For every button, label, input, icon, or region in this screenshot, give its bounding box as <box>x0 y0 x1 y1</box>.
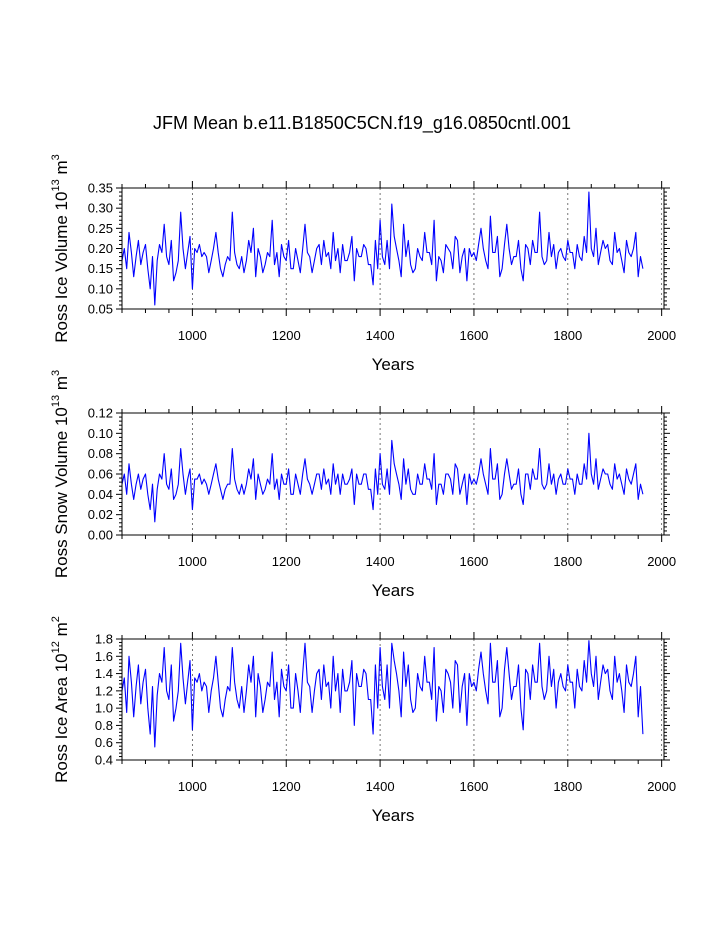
x-tick-label: 1800 <box>553 779 582 794</box>
x-tick-label: 1000 <box>178 328 207 343</box>
x-axis-title: Years <box>372 581 415 600</box>
y-tick-label: 1.0 <box>95 701 113 716</box>
series-line-ice-area <box>121 640 644 748</box>
y-tick-label: 0.35 <box>88 181 113 196</box>
x-tick-label: 1800 <box>553 328 582 343</box>
y-tick-label: 0.10 <box>88 281 113 296</box>
x-tick-label: 1600 <box>459 554 488 569</box>
x-tick-label: 1800 <box>553 554 582 569</box>
x-tick-label: 1600 <box>459 328 488 343</box>
y-axis-title-main: Ross Ice Area 10 <box>52 653 71 782</box>
y-axis-title-unit: m <box>52 160 71 179</box>
plot-frame-ice-area <box>121 638 665 761</box>
y-axis-title: Ross Ice Area 1012 m2 <box>50 616 71 783</box>
chart-title: JFM Mean b.e11.B1850C5CN.f19_g16.0850cnt… <box>153 113 571 134</box>
y-tick-label: 1.6 <box>95 649 113 664</box>
y-tick-label: 1.2 <box>95 683 113 698</box>
x-tick-label: 1400 <box>366 328 395 343</box>
y-axis-title-main: Ross Snow Volume 10 <box>52 407 71 578</box>
y-tick-label: 0.4 <box>95 753 113 768</box>
y-tick-label: 0.6 <box>95 735 113 750</box>
y-tick-label: 0.15 <box>88 261 113 276</box>
y-axis-title-main: Ross Ice Volume 10 <box>52 192 71 343</box>
y-tick-label: 0.02 <box>88 507 113 522</box>
y-axis-title-unit-exponent: 2 <box>50 616 62 622</box>
y-tick-label: 0.04 <box>88 487 113 502</box>
panel-ice-area: 1000 1200 1400 1600 1800 2000 0.4 0.6 0.8 1.0 1.2 1… <box>50 616 676 825</box>
y-tick-label: 0.30 <box>88 201 113 216</box>
y-axis-title-unit-exponent: 3 <box>50 370 62 376</box>
x-tick-label: 2000 <box>647 779 676 794</box>
x-tick-label: 2000 <box>647 554 676 569</box>
y-axis-title-unit-exponent: 3 <box>50 154 62 160</box>
y-axis-title: Ross Snow Volume 1013 m3 <box>50 370 71 578</box>
y-tick-label: 0.8 <box>95 718 113 733</box>
y-axis-title-exponent: 13 <box>50 179 62 191</box>
series-line-snow-volume <box>121 432 644 523</box>
y-axis-title-unit: m <box>52 622 71 641</box>
y-tick-label: 0.08 <box>88 446 113 461</box>
y-tick-label: 0.20 <box>88 241 113 256</box>
y-tick-label: 0.12 <box>88 406 113 421</box>
x-tick-label: 2000 <box>647 328 676 343</box>
y-tick-label: 0.05 <box>88 302 113 317</box>
y-tick-label: 1.8 <box>95 632 113 647</box>
y-axis-title: Ross Ice Volume 1013 m3 <box>50 154 71 342</box>
panel-ice-volume: 1000 1200 1400 1600 1800 2000 0.05 0.10 0.15 0.20… <box>50 154 676 374</box>
x-tick-label: 1000 <box>178 779 207 794</box>
x-axis-title: Years <box>372 355 415 374</box>
chart-panels: 1000 1200 1400 1600 1800 2000 0.05 0.10 0.15 0.20… <box>50 154 676 825</box>
x-tick-label: 1600 <box>459 779 488 794</box>
x-axis-title: Years <box>372 806 415 825</box>
x-tick-label: 1000 <box>178 554 207 569</box>
y-axis-title-exponent: 13 <box>50 395 62 407</box>
y-tick-label: 0.06 <box>88 467 113 482</box>
y-tick-label: 0.25 <box>88 221 113 236</box>
y-tick-label: 1.4 <box>95 666 113 681</box>
x-tick-label: 1400 <box>366 779 395 794</box>
x-tick-label: 1400 <box>366 554 395 569</box>
y-tick-label: 0.00 <box>88 528 113 543</box>
y-axis-title-unit: m <box>52 376 71 395</box>
x-tick-label: 1200 <box>272 779 301 794</box>
panel-snow-volume: 1000 1200 1400 1600 1800 2000 0.00 0.02 0.04 0.06… <box>50 370 676 600</box>
y-axis-title-exponent: 12 <box>50 641 62 653</box>
x-tick-label: 1200 <box>272 328 301 343</box>
x-tick-label: 1200 <box>272 554 301 569</box>
y-tick-label: 0.10 <box>88 426 113 441</box>
series-line-ice-volume <box>121 191 644 306</box>
